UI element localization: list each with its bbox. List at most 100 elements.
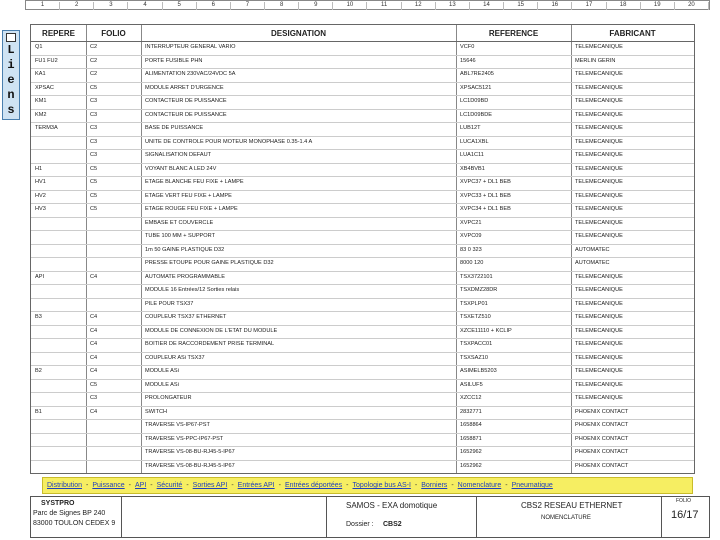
table-cell: Q1 bbox=[35, 44, 43, 50]
nav-link[interactable]: Puissance bbox=[92, 482, 125, 489]
table-cell: XPSAC bbox=[35, 84, 54, 91]
table-cell: TELEMECANIQUE bbox=[575, 125, 623, 131]
table-cell: MODULE ARRET D'URGENCE bbox=[145, 84, 224, 91]
table-cell: TRAVERSE VS-PPC-IP67-PST bbox=[145, 435, 224, 442]
row-line bbox=[31, 446, 694, 447]
nav-link[interactable]: Entrées API bbox=[237, 482, 275, 489]
table-cell: XZCC12 bbox=[460, 395, 482, 401]
table-cell: CONTACTEUR DE PUISSANCE bbox=[145, 111, 227, 118]
table-cell: LC1D09BDE bbox=[460, 111, 493, 118]
table-cell: TELEMECANIQUE bbox=[575, 327, 623, 334]
nav-link[interactable]: Nomenclature bbox=[457, 482, 502, 489]
table-cell: C2 bbox=[90, 57, 98, 64]
table-cell: TERM3A bbox=[35, 125, 58, 131]
table-cell: MODULE ASi bbox=[145, 368, 179, 374]
table-cell: AUTOMATE PROGRAMMABLE bbox=[145, 273, 225, 280]
row-line bbox=[31, 392, 694, 393]
divider bbox=[476, 497, 477, 537]
table-cell: C4 bbox=[90, 327, 98, 334]
nav-link[interactable]: API bbox=[135, 482, 147, 489]
table-cell: TELEMECANIQUE bbox=[575, 206, 623, 212]
ruler-number: 7 bbox=[231, 2, 266, 10]
column-header: REFERENCE bbox=[488, 29, 539, 38]
sheet-subtitle: NOMENCLATURE bbox=[541, 515, 591, 521]
table-cell: TSXPLP01 bbox=[460, 300, 488, 307]
divider bbox=[121, 497, 122, 537]
nav-link[interactable]: Entrées déportées bbox=[284, 482, 343, 489]
ruler-number: 17 bbox=[572, 2, 607, 10]
ruler-number: 15 bbox=[504, 2, 539, 10]
table-cell: C3 bbox=[90, 111, 98, 118]
nav-link[interactable]: Topologie bus AS-I bbox=[352, 482, 411, 489]
row-line bbox=[31, 297, 694, 299]
table-cell: C4 bbox=[90, 314, 98, 320]
table-cell: EMBASE ET COUVERCLE bbox=[145, 219, 214, 226]
table-cell: H1 bbox=[35, 165, 43, 172]
table-cell: AUTOMATEC bbox=[575, 260, 610, 266]
row-line bbox=[31, 459, 694, 461]
table-cell: C4 bbox=[90, 273, 98, 280]
nav-link[interactable]: Borniers bbox=[421, 482, 448, 489]
table-cell: PRESSE ETOUPE POUR GAINE PLASTIQUE D32 bbox=[145, 260, 274, 266]
table-cell: LUA1C11 bbox=[460, 152, 484, 158]
table-cell: TELEMECANIQUE bbox=[575, 381, 623, 388]
separator: - bbox=[231, 482, 234, 489]
ruler-number: 9 bbox=[299, 2, 334, 10]
table-cell: KA1 bbox=[35, 71, 46, 77]
separator: - bbox=[186, 482, 189, 489]
separator: - bbox=[346, 482, 349, 489]
nav-link[interactable]: Distribution bbox=[47, 482, 83, 489]
table-cell: C4 bbox=[90, 341, 98, 347]
header-line bbox=[31, 41, 694, 42]
nav-link[interactable]: Sorties API bbox=[192, 482, 228, 489]
table-cell: TELEMECANIQUE bbox=[575, 165, 623, 172]
project: SAMOS - EXA domotique bbox=[346, 501, 438, 510]
table-cell: ALIMENTATION 230VAC/24VDC 5A bbox=[145, 71, 236, 77]
table-cell: LUCA1XBL bbox=[460, 138, 489, 145]
folio: 16/17 bbox=[671, 509, 699, 521]
table-cell: 15646 bbox=[460, 57, 476, 64]
title-block: SYSTPRO Parc de Signes BP 240 83000 TOUL… bbox=[30, 496, 710, 538]
table-cell: COUPLEUR ASi TSX37 bbox=[145, 354, 205, 361]
row-line bbox=[31, 176, 694, 177]
table-cell: TELEMECANIQUE bbox=[575, 98, 623, 104]
table-cell: TELEMECANIQUE bbox=[575, 111, 623, 118]
ruler-number: 3 bbox=[94, 2, 129, 10]
table-cell: TSXSAZ10 bbox=[460, 354, 488, 361]
row-line bbox=[31, 432, 694, 434]
column-header: FOLIO bbox=[101, 29, 126, 38]
folio-label: FOLIO bbox=[676, 498, 692, 504]
table-cell: API bbox=[35, 273, 45, 280]
table-cell: XVPC37 + DL1 BEB bbox=[460, 179, 511, 185]
table-cell: AUTOMATEC bbox=[575, 246, 610, 253]
company: SYSTPRO bbox=[41, 500, 75, 507]
row-line bbox=[31, 135, 694, 137]
table-cell: MODULE DE CONNEXION DE L'ETAT DU MODULE bbox=[145, 327, 278, 334]
nav-link[interactable]: Sécurité bbox=[156, 482, 183, 489]
table-cell: 2832771 bbox=[460, 408, 482, 415]
row-line bbox=[31, 378, 694, 380]
table-cell: SIGNALISATION DEFAUT bbox=[145, 152, 212, 158]
table-cell: 1652962 bbox=[460, 449, 482, 455]
column-header: DESIGNATION bbox=[271, 29, 326, 38]
table-cell: B2 bbox=[35, 368, 42, 374]
table-cell: C4 bbox=[90, 368, 98, 374]
table-cell: TELEMECANIQUE bbox=[575, 71, 623, 77]
table-cell: C4 bbox=[90, 354, 98, 361]
separator: - bbox=[150, 482, 153, 489]
table-cell: B1 bbox=[35, 408, 42, 415]
nav-link[interactable]: Pneumatique bbox=[511, 482, 553, 489]
table-cell: 1658871 bbox=[460, 435, 482, 442]
address: 83000 TOULON CEDEX 9 bbox=[33, 520, 116, 527]
table-cell: TRAVERSE VS-08-BU-RJ45-5-IP67 bbox=[145, 449, 235, 455]
table-cell: TELEMECANIQUE bbox=[575, 287, 623, 293]
navigation-bar: Distribution - Puissance - API - Sécurité - Sort… bbox=[42, 477, 693, 494]
table-cell: C5 bbox=[90, 179, 98, 185]
ruler-number: 10 bbox=[333, 2, 368, 10]
table-cell: B3 bbox=[35, 314, 42, 320]
link-letter: s bbox=[7, 103, 15, 117]
row-line bbox=[31, 419, 694, 420]
table-cell: VCF0 bbox=[460, 44, 475, 50]
